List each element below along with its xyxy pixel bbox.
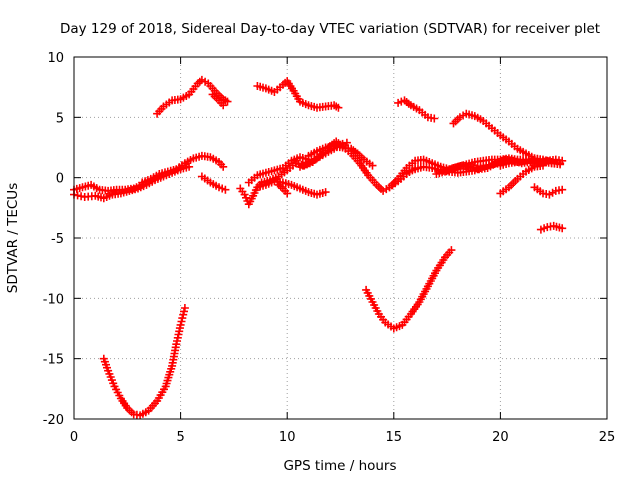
series-arc-16 — [362, 246, 456, 333]
plot-frame — [73, 56, 608, 420]
x-tick-label: 0 — [70, 430, 78, 445]
series-arc-23 — [536, 221, 567, 234]
y-tick-label: 10 — [47, 51, 64, 66]
x-tick-label: 5 — [176, 430, 184, 445]
series-arc-21 — [496, 161, 547, 198]
x-tick-label: 10 — [279, 430, 296, 445]
y-tick-label: 5 — [56, 111, 64, 126]
series-markers — [244, 153, 313, 187]
x-tick-label: 25 — [599, 430, 616, 445]
series-arc-5 — [153, 75, 232, 118]
series-arc-7 — [99, 304, 189, 420]
x-tick-label: 20 — [492, 430, 509, 445]
grid-lines — [74, 57, 607, 419]
x-tick-label: 15 — [386, 430, 403, 445]
series-arc-9 — [244, 153, 313, 187]
series-arc-24 — [496, 154, 556, 170]
series-markers — [394, 96, 439, 123]
series-arc-14 — [253, 77, 343, 112]
series-arc-4 — [197, 172, 230, 194]
y-tick-label: -20 — [43, 413, 64, 428]
series-arc-11 — [274, 180, 292, 198]
series-arc-6 — [208, 90, 228, 110]
series-markers — [274, 180, 292, 198]
y-tick-label: -15 — [43, 353, 64, 368]
y-axis-title: SDTVAR / TECUs — [5, 183, 21, 293]
series-markers — [496, 161, 547, 198]
y-tick-label: -10 — [43, 292, 64, 307]
series-markers — [99, 304, 189, 420]
series-arc-13 — [296, 138, 351, 171]
series-markers — [296, 138, 351, 171]
series-markers — [208, 90, 228, 110]
series-markers — [496, 154, 556, 170]
series-markers — [530, 183, 567, 199]
data-series — [70, 75, 567, 420]
y-tick-label: 0 — [56, 172, 64, 187]
series-markers — [253, 77, 343, 112]
series-arc-22 — [530, 183, 567, 199]
series-arc-10 — [253, 177, 330, 199]
axis-ticks: 0 5 10 15 20 25 -20 -15 -10 -5 0 5 10 — [43, 51, 616, 445]
series-markers — [253, 177, 330, 199]
series-markers — [153, 75, 232, 118]
chart-title: Day 129 of 2018, Sidereal Day-to-day VTE… — [60, 21, 600, 37]
x-axis-title: GPS time / hours — [283, 458, 396, 474]
series-arc-15 — [394, 96, 439, 123]
series-arc-3 — [138, 151, 228, 187]
series-markers — [536, 221, 567, 234]
series-markers — [362, 246, 456, 333]
series-markers — [197, 172, 230, 194]
y-tick-label: -5 — [51, 232, 64, 247]
series-markers — [138, 151, 228, 187]
